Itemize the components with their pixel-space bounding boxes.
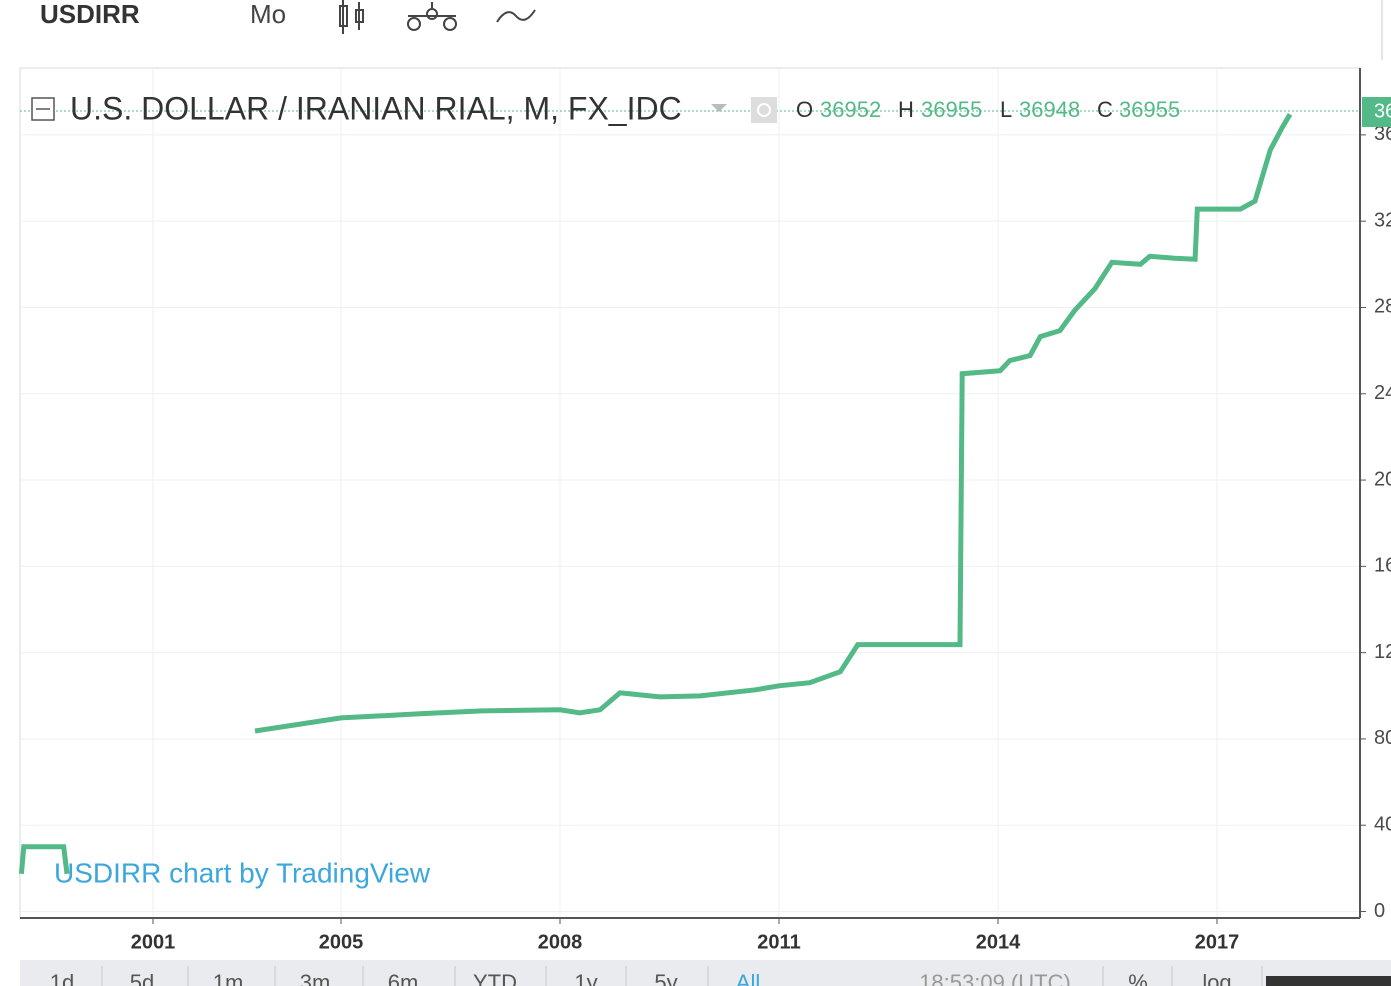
high-label: H <box>898 97 914 122</box>
range-button[interactable]: 3m <box>300 970 331 986</box>
range-button[interactable]: 1y <box>574 970 597 986</box>
range-button[interactable]: YTD <box>473 970 517 986</box>
price-tag-label: 36955 <box>1374 100 1391 122</box>
close-label: C <box>1097 97 1113 122</box>
y-tick-label: 36000 <box>1374 123 1391 145</box>
price-tag <box>1362 97 1391 127</box>
range-button[interactable]: 6m <box>388 970 419 986</box>
compare-icon[interactable] <box>407 2 457 31</box>
dark-button[interactable] <box>1266 976 1391 986</box>
y-tick-label: 12000 <box>1374 641 1391 663</box>
bottom-bar <box>20 960 1391 986</box>
interval[interactable]: Mo <box>250 0 286 29</box>
y-tick-label: 16000 <box>1374 555 1391 577</box>
close-value: 36955 <box>1119 97 1180 122</box>
y-tick-label: 24000 <box>1374 382 1391 404</box>
watermark[interactable]: USDIRR chart by TradingView <box>54 857 431 888</box>
percent-toggle[interactable]: % <box>1128 970 1148 986</box>
clock: 18:53:09 (UTC) <box>919 970 1071 986</box>
x-tick-label: 2001 <box>131 931 176 953</box>
legend-title: U.S. DOLLAR / IRANIAN RIAL, M, FX_IDC <box>70 90 682 126</box>
symbol[interactable]: USDIRR <box>40 0 140 29</box>
x-tick-label: 2005 <box>319 931 364 953</box>
y-tick-label: 28000 <box>1374 296 1391 318</box>
log-toggle[interactable]: log <box>1202 970 1231 986</box>
high-value: 36955 <box>921 97 982 122</box>
low-label: L <box>1000 97 1012 122</box>
open-label: O <box>796 97 813 122</box>
range-button[interactable]: 1d <box>50 970 74 986</box>
low-value: 36948 <box>1019 97 1080 122</box>
y-tick-label: 0 <box>1374 900 1385 922</box>
open-value: 36952 <box>820 97 881 122</box>
range-button[interactable]: 5y <box>654 970 677 986</box>
x-tick-label: 2014 <box>976 931 1021 953</box>
indicators-icon[interactable] <box>496 9 536 23</box>
visibility-button[interactable] <box>751 97 777 123</box>
range-button[interactable]: All <box>736 970 760 986</box>
chart-type-icon[interactable] <box>339 0 364 34</box>
y-tick-label: 4000 <box>1374 814 1391 836</box>
dropdown-arrow[interactable] <box>711 104 727 112</box>
eye-icon <box>757 103 771 117</box>
range-button[interactable]: 5d <box>130 970 154 986</box>
y-tick-label: 32000 <box>1374 209 1391 231</box>
price-line <box>18 113 1293 875</box>
range-button[interactable]: 1m <box>213 970 244 986</box>
x-tick-label: 2008 <box>538 931 583 953</box>
y-tick-label: 20000 <box>1374 468 1391 490</box>
x-tick-label: 2017 <box>1195 931 1240 953</box>
x-tick-label: 2011 <box>757 931 800 953</box>
y-tick-label: 8000 <box>1374 727 1391 749</box>
